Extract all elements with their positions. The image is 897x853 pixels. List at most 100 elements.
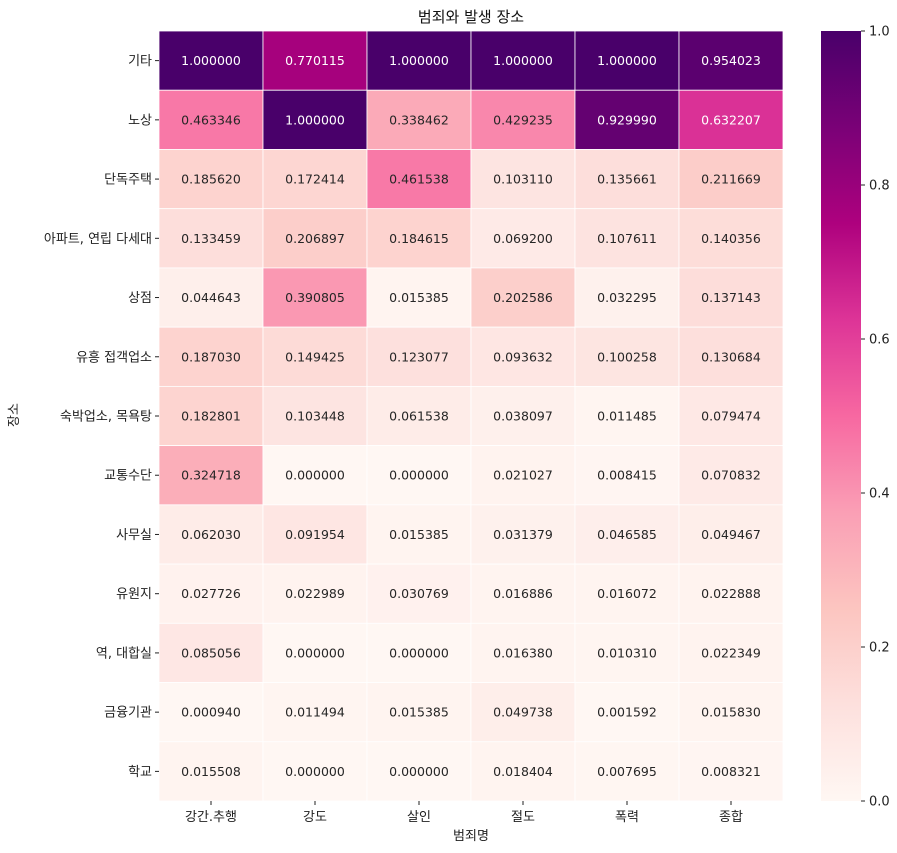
cell-value-label: 0.100258 <box>597 349 657 364</box>
cell-value-label: 0.103110 <box>493 172 553 187</box>
cell-value-label: 0.044643 <box>181 290 241 305</box>
heatmap-cell <box>678 741 784 802</box>
cell-value-label: 0.107611 <box>597 231 657 246</box>
heatmap-cell <box>574 504 680 565</box>
heatmap-cell <box>158 682 264 743</box>
heatmap-cell <box>366 385 472 447</box>
heatmap-cell <box>366 563 472 624</box>
y-tick-label: 아파트, 연립 다세대 <box>44 232 152 247</box>
cell-value-label: 0.015508 <box>181 764 241 779</box>
cell-value-label: 0.202586 <box>493 290 553 305</box>
cell-value-label: 0.008415 <box>597 468 657 483</box>
cell-value-label: 0.091954 <box>285 527 345 542</box>
cell-value-label: 0.093632 <box>493 349 553 364</box>
heatmap-cell <box>158 563 264 624</box>
heatmap-cell <box>158 504 264 565</box>
y-tick-label: 금융기관 <box>104 706 152 721</box>
cell-value-label: 0.929990 <box>597 112 657 127</box>
cell-value-label: 0.015385 <box>389 527 449 542</box>
x-tick-label: 절도 <box>511 810 535 825</box>
colorbar-tick-label: 1.0 <box>869 25 890 40</box>
heatmap-cell <box>262 208 368 269</box>
cell-value-label: 0.184615 <box>389 231 449 246</box>
cell-value-label: 0.016380 <box>493 645 553 660</box>
cell-value-label: 0.461538 <box>389 172 449 187</box>
cell-value-label: 0.130684 <box>701 349 761 364</box>
heatmap-cell <box>574 326 680 387</box>
cell-value-label: 0.008321 <box>701 764 761 779</box>
heatmap-cell <box>366 741 472 802</box>
colorbar <box>821 31 861 801</box>
cell-value-label: 0.046585 <box>597 527 657 542</box>
cell-value-label: 0.429235 <box>493 112 553 127</box>
cell-value-label: 0.061538 <box>389 409 449 424</box>
cell-value-label: 0.140356 <box>701 231 761 246</box>
cell-value-label: 0.338462 <box>389 112 449 127</box>
cell-value-label: 0.000000 <box>389 764 449 779</box>
x-tick-label: 살인 <box>407 810 431 825</box>
cell-value-label: 0.632207 <box>701 112 761 127</box>
chart-title: 범죄와 발생 장소 <box>418 8 524 26</box>
heatmap-cell <box>262 89 368 150</box>
cell-value-label: 0.206897 <box>285 231 345 246</box>
heatmap-cell <box>678 30 784 91</box>
heatmap-cell <box>158 445 264 506</box>
heatmap-cell <box>262 149 368 210</box>
x-axis-label: 범죄명 <box>453 829 489 844</box>
cell-value-label: 0.390805 <box>285 290 345 305</box>
cell-value-label: 0.022349 <box>701 645 761 660</box>
heatmap-cell <box>574 741 680 802</box>
cell-value-label: 0.103448 <box>285 409 345 424</box>
cell-value-label: 0.027726 <box>181 586 241 601</box>
heatmap-cell <box>678 208 784 269</box>
y-tick-label: 학교 <box>128 765 152 780</box>
cell-value-label: 0.172414 <box>285 172 345 187</box>
heatmap-cell <box>158 267 264 328</box>
colorbar-tick-label: 0.8 <box>869 179 890 194</box>
cell-value-label: 0.000000 <box>389 468 449 483</box>
y-tick-label: 교통수단 <box>104 469 152 484</box>
heatmap-cell <box>678 89 784 150</box>
heatmap-cell <box>470 741 576 802</box>
cell-value-label: 0.070832 <box>701 468 761 483</box>
y-tick-label: 노상 <box>128 113 152 128</box>
cell-value-label: 0.000000 <box>285 645 345 660</box>
cell-value-label: 0.011485 <box>597 409 657 424</box>
cell-value-label: 0.324718 <box>181 468 241 483</box>
cell-value-label: 0.000000 <box>285 764 345 779</box>
heatmap-cell <box>366 682 472 743</box>
heatmap-cell <box>262 563 368 624</box>
heatmap-cell <box>262 741 368 802</box>
heatmap-cell <box>366 149 472 210</box>
cell-value-label: 0.123077 <box>389 349 449 364</box>
heatmap-cell <box>262 385 368 447</box>
cell-value-label: 0.149425 <box>285 349 345 364</box>
cell-value-label: 0.022989 <box>285 586 345 601</box>
colorbar-tick-label: 0.6 <box>869 333 890 348</box>
cell-value-label: 1.000000 <box>597 53 657 68</box>
y-tick-label: 상점 <box>128 291 152 306</box>
cell-value-label: 0.062030 <box>181 527 241 542</box>
cell-value-label: 0.463346 <box>181 112 241 127</box>
heatmap-cell <box>470 267 576 328</box>
cell-value-label: 0.954023 <box>701 53 761 68</box>
heatmap-cells: 1.000000 0.770115 1.000000 1.000000 1.000000… <box>158 30 784 802</box>
heatmap-cell <box>262 30 368 91</box>
heatmap-cell <box>678 149 784 210</box>
x-tick-label: 폭력 <box>615 810 639 825</box>
cell-value-label: 0.010310 <box>597 645 657 660</box>
cell-value-label: 0.022888 <box>701 586 761 601</box>
cell-value-label: 0.000000 <box>285 468 345 483</box>
heatmap-cell <box>574 149 680 210</box>
cell-value-label: 0.016886 <box>493 586 553 601</box>
colorbar-tick-label: 0.2 <box>869 641 890 656</box>
cell-value-label: 0.211669 <box>701 172 761 187</box>
heatmap-cell <box>470 682 576 743</box>
heatmap-cell <box>158 30 264 91</box>
heatmap-cell <box>470 208 576 269</box>
cell-value-label: 0.031379 <box>493 527 553 542</box>
heatmap-cell <box>678 326 784 387</box>
cell-value-label: 0.030769 <box>389 586 449 601</box>
